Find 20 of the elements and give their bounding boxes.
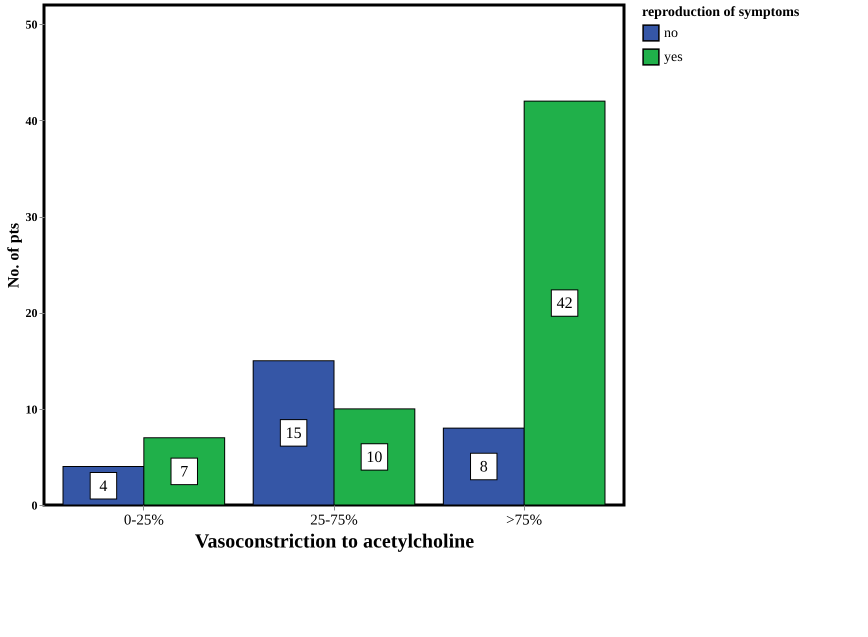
- data-label: 10: [366, 448, 382, 466]
- y-tick-label: 10: [26, 402, 38, 416]
- data-label: 42: [556, 295, 573, 312]
- y-axis-title: No. of pts: [6, 222, 22, 288]
- data-label: 8: [480, 458, 488, 476]
- legend-label: yes: [664, 50, 683, 65]
- legend-title: reproduction of symptoms: [642, 5, 800, 20]
- x-tick-label: >75%: [506, 512, 542, 528]
- data-label: 4: [99, 478, 108, 495]
- data-label: 7: [180, 463, 188, 480]
- y-tick-label: 50: [26, 18, 38, 32]
- data-label: 15: [286, 424, 302, 442]
- x-tick-label: 0-25%: [124, 512, 164, 528]
- y-tick-label: 30: [26, 210, 38, 224]
- x-axis-title: Vasoconstriction to acetylcholine: [194, 530, 474, 552]
- legend-label: no: [664, 26, 678, 41]
- x-tick-label: 25-75%: [310, 512, 358, 528]
- y-tick-label: 20: [26, 306, 38, 320]
- y-tick-label: 0: [32, 498, 38, 512]
- y-tick-label: 40: [26, 114, 38, 128]
